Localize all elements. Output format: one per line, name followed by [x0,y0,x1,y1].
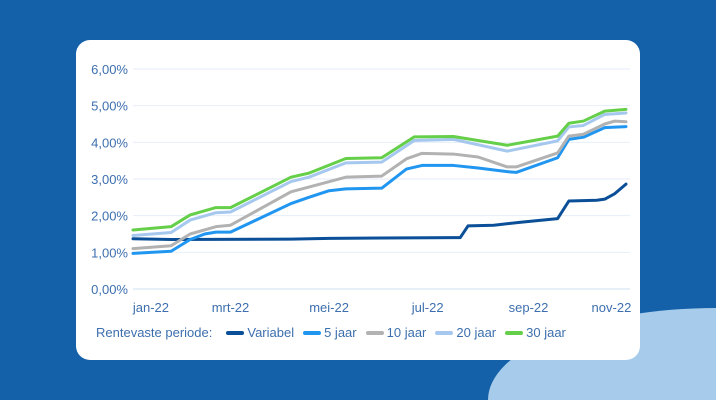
legend-swatch [435,330,454,335]
legend-swatch [303,330,322,335]
x-tick-label: jul-22 [411,300,444,315]
legend-swatch [365,330,384,335]
legend-title: Rentevaste periode: [96,325,213,340]
legend-swatch [505,330,524,335]
y-tick-label: 3,00% [91,172,128,187]
y-tick-label: 0,00% [91,282,128,297]
legend-label: Variabel [247,325,295,340]
line-chart: 0,00% 1,00% 2,00% 3,00% 4,00% 5,00% 6,00% jan-2… [91,62,632,315]
legend-label: 10 jaar [386,325,427,340]
y-tick-label: 1,00% [91,245,128,260]
y-tick-label: 6,00% [91,62,128,77]
series-line-10-jaar [131,119,628,251]
legend-swatch [226,330,245,335]
y-tick-label: 4,00% [91,135,128,150]
x-tick-label: sep-22 [509,300,549,315]
x-tick-label: mei-22 [309,300,349,315]
chart-card: 0,00% 1,00% 2,00% 3,00% 4,00% 5,00% 6,00% jan-2… [76,40,640,360]
legend-label: 20 jaar [456,325,497,340]
y-tick-label: 2,00% [91,209,128,224]
x-tick-label: mrt-22 [212,300,250,315]
legend: Rentevaste periode: Variabel 5 jaar 10 jaa… [96,325,575,340]
legend-item: 20 jaar [435,325,496,340]
legend-item: 30 jaar [505,325,566,340]
series-line-30-jaar [131,107,628,232]
legend-label: 30 jaar [526,325,566,340]
series-line-variabel [131,182,628,241]
legend-item: Variabel [226,325,294,340]
series-line-20-jaar [131,111,628,237]
x-tick-label: nov-22 [592,300,632,315]
legend-item: 5 jaar [303,325,357,340]
legend-item: 10 jaar [365,325,427,340]
x-tick-label: jan-22 [132,300,169,315]
y-tick-label: 5,00% [91,99,128,114]
legend-label: 5 jaar [324,325,357,340]
series-line-5-jaar [131,125,628,255]
